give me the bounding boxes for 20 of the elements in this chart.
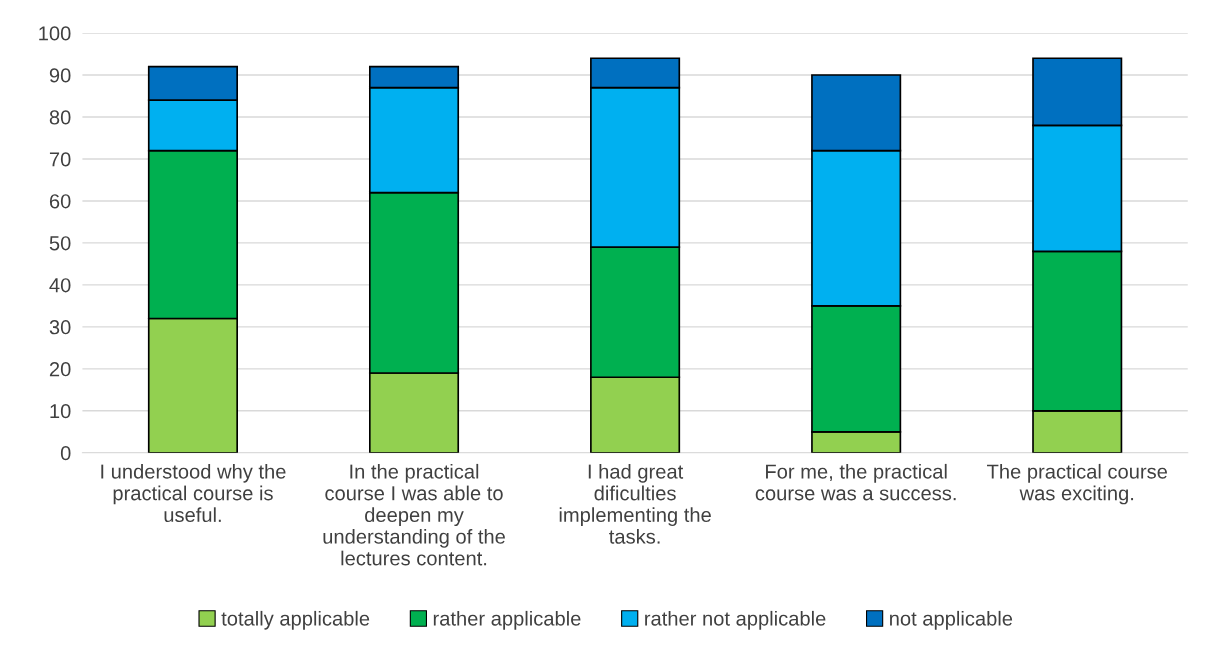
- y-tick-label: 80: [49, 110, 71, 125]
- y-tick-label: 0: [60, 446, 71, 461]
- x-tick-label: I had great dificulties implementing the tasks.: [559, 463, 711, 544]
- y-tick-label: 20: [49, 362, 71, 377]
- y-tick-label: 70: [49, 152, 71, 167]
- y-tick-label: 90: [49, 68, 71, 83]
- y-tick-label: 40: [49, 278, 71, 293]
- y-tick-label: 30: [49, 320, 71, 335]
- x-tick-label: The practical course was exciting.: [987, 463, 1167, 505]
- x-tick-label: For me, the practical course was a success.: [755, 463, 956, 501]
- y-tick-label: 50: [49, 236, 71, 251]
- x-tick-label: In the practical course I was able to deepen my understanding of the lectures content.: [323, 463, 505, 566]
- y-tick-label: 60: [49, 194, 71, 209]
- legend-label: rather applicable: [433, 610, 581, 630]
- legend-label: not applicable: [890, 610, 1013, 630]
- y-tick-label: 100: [39, 26, 71, 41]
- x-tick-label: I understood why the practical course is useful.: [101, 463, 286, 523]
- legend-label: rather not applicable: [645, 610, 826, 630]
- legend-label: totally applicable: [221, 610, 370, 630]
- y-tick-label: 10: [50, 404, 71, 419]
